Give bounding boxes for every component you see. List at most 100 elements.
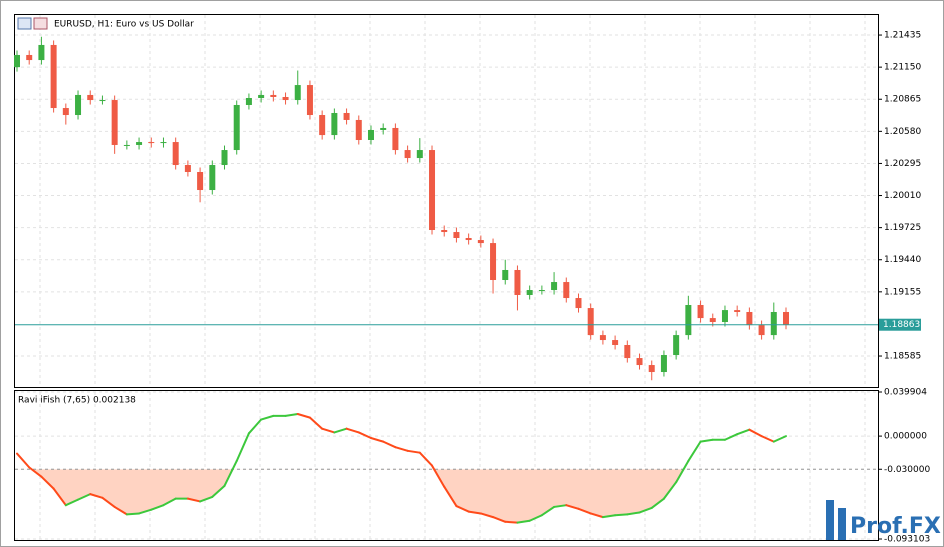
candle-body (26, 54, 33, 61)
indicator-segment (467, 510, 482, 515)
indicator-segment (40, 475, 55, 490)
candle-body (697, 305, 704, 319)
indicator-segment (577, 507, 592, 515)
indicator-segment (235, 432, 250, 462)
y-tick-label: 1.21435 (884, 31, 921, 41)
current-price-box (879, 318, 921, 331)
grid (15, 15, 882, 540)
candle-body (685, 305, 692, 336)
plots (14, 36, 878, 524)
current-price-label: 1.18863 (883, 320, 920, 330)
candle-body (123, 144, 130, 146)
indicator-segment (650, 497, 665, 509)
indicator-segment (321, 427, 336, 434)
indicator-segment (516, 519, 531, 524)
candle-body (111, 100, 118, 145)
candle-body (136, 142, 143, 145)
candle-body (721, 310, 728, 323)
indicator-segment (589, 512, 604, 519)
y-tick-label: 1.20865 (884, 95, 921, 105)
candle-body (758, 325, 765, 336)
y-tick-label: 0.000000 (884, 432, 927, 442)
indicator-segment (528, 514, 543, 522)
indicator-segment (369, 436, 385, 443)
candle-body (148, 142, 155, 144)
y-tick-label: 1.21150 (884, 63, 921, 73)
candle-body (551, 282, 558, 291)
candle-body (87, 94, 94, 101)
y-tick-label: 1.19155 (884, 287, 921, 297)
y-tick-label: 1.20010 (884, 191, 921, 201)
indicator-segment (675, 459, 690, 484)
candle-body (172, 142, 179, 166)
candle-body (770, 311, 777, 336)
indicator-segment (357, 431, 372, 439)
indicator-segment (89, 493, 104, 499)
indicator-segment (150, 504, 165, 511)
indicator-segment (492, 516, 507, 523)
candle-body (514, 269, 521, 295)
indicator-panel (14, 390, 879, 541)
indicator-segment (247, 418, 263, 435)
indicator-segment (504, 520, 519, 524)
indicator-segment (162, 497, 177, 507)
candle-body (648, 365, 655, 373)
indicator-segment (431, 464, 446, 488)
level-fill (17, 469, 786, 523)
y-tick-label: 1.18585 (884, 352, 921, 362)
indicator-segment (662, 481, 678, 500)
candle-body (62, 108, 69, 116)
candle-body (709, 318, 716, 323)
indicator-segment (479, 512, 495, 519)
indicator-segment (601, 514, 617, 519)
candle-body (75, 94, 82, 116)
icon[interactable] (17, 17, 32, 30)
candle-body (526, 290, 533, 295)
candle-body (453, 232, 460, 238)
candle-body (587, 308, 594, 336)
candle-body (746, 311, 753, 326)
indicator-segment (138, 508, 153, 515)
candle-body (221, 150, 228, 166)
chart-icons (17, 17, 48, 30)
indicator-segment (308, 416, 324, 430)
candle-body (429, 150, 436, 231)
y-tick-label: -0.030000 (884, 465, 930, 475)
indicator-segment (77, 493, 92, 501)
candle-body (233, 104, 240, 151)
y-tick-label: -0.093103 (884, 535, 930, 545)
y-tick-label: 1.19440 (884, 255, 921, 265)
indicator-segment (760, 435, 775, 443)
indicator-segment (699, 438, 714, 443)
indicator-segment (723, 433, 739, 441)
y-tick-label: 1.20295 (884, 159, 921, 169)
candle-body (258, 94, 265, 99)
indicator-segment (284, 412, 299, 417)
indicator-segment (28, 466, 43, 478)
indicator-segment (113, 505, 128, 516)
candle-body (783, 311, 789, 325)
indicator-segment (382, 440, 397, 449)
candle-body (319, 115, 326, 136)
indicator-segment (333, 427, 348, 434)
candle-body (160, 142, 167, 144)
candle-body (636, 358, 643, 366)
candle-body (477, 240, 484, 244)
candle-body (490, 243, 497, 281)
indicator-segment (772, 435, 787, 443)
candle-body (404, 150, 411, 159)
indicator-segment (260, 414, 275, 421)
indicator-segment (736, 428, 751, 436)
candle-body (660, 355, 667, 373)
watermark-text: Prof.FX (850, 514, 941, 539)
indicator-segment (614, 513, 629, 517)
candle-body (380, 127, 387, 130)
indicator-segment (186, 497, 202, 503)
candle-body (282, 96, 289, 101)
candle-body (367, 129, 374, 141)
indicator-segment (296, 412, 311, 419)
candle-body (14, 54, 20, 68)
icon[interactable] (33, 17, 48, 30)
candle-body (599, 335, 606, 341)
indicator-segment (748, 428, 763, 438)
